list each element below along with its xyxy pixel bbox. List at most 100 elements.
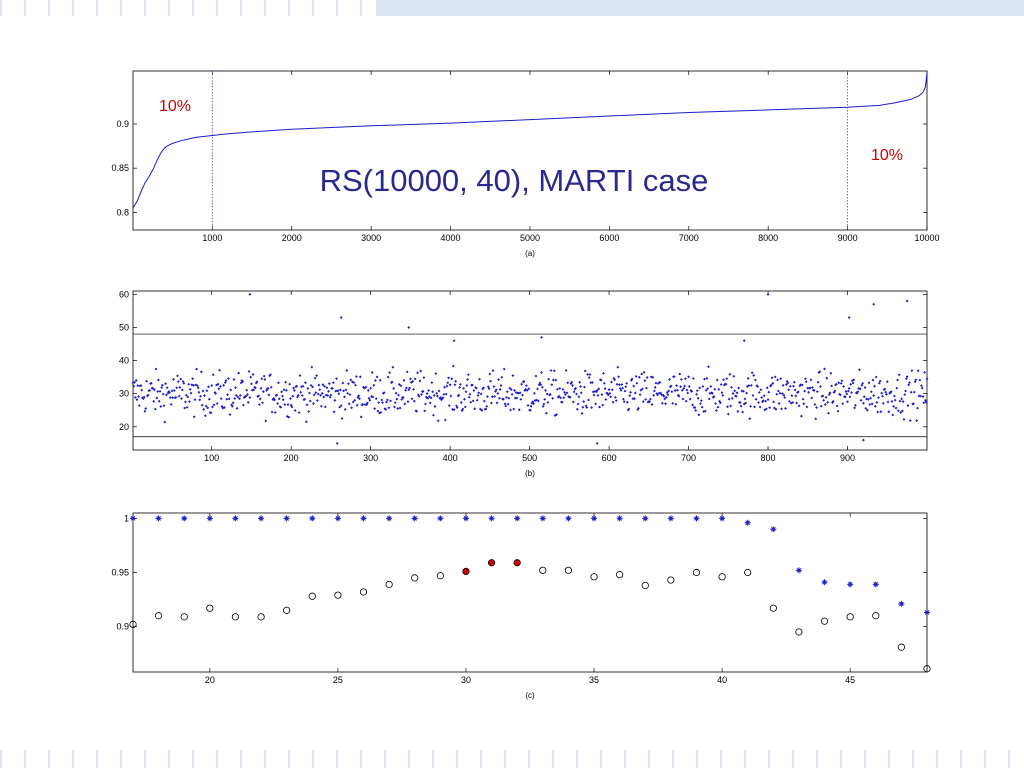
data-point (744, 401, 748, 405)
data-point (211, 405, 214, 409)
data-point (861, 381, 865, 385)
data-point (650, 403, 654, 406)
data-point (395, 397, 399, 401)
data-point (288, 382, 291, 386)
data-point (258, 397, 262, 401)
data-point (657, 391, 661, 395)
data-point (292, 389, 296, 392)
data-point (307, 410, 311, 413)
data-point (335, 377, 338, 381)
data-point (525, 384, 528, 388)
data-point (390, 380, 394, 384)
data-point (252, 388, 256, 392)
data-point (747, 384, 751, 388)
data-point (715, 378, 719, 382)
data-point (714, 402, 717, 405)
data-point (394, 391, 398, 395)
data-point (378, 378, 382, 382)
data-point (343, 407, 347, 411)
data-point (317, 383, 321, 387)
data-point (858, 387, 862, 391)
data-point (624, 385, 628, 389)
data-point (847, 387, 851, 390)
data-point (210, 384, 214, 387)
data-point (731, 392, 735, 395)
data-point (136, 384, 140, 387)
data-point (242, 403, 245, 407)
data-point (196, 386, 200, 390)
data-point (295, 384, 299, 388)
data-point (593, 389, 597, 393)
data-point (490, 395, 494, 399)
data-point (851, 381, 855, 385)
data-point (714, 409, 718, 412)
y-tick-label: 0.85 (111, 163, 129, 173)
data-point (756, 385, 760, 388)
x-tick-label: 200 (284, 453, 299, 463)
data-point (910, 369, 914, 373)
data-point (599, 378, 603, 382)
data-point (736, 410, 740, 413)
data-point (925, 377, 929, 381)
data-point (268, 374, 272, 378)
data-point (835, 404, 839, 408)
data-point (211, 373, 215, 377)
data-point (327, 382, 331, 385)
data-point (393, 405, 396, 409)
data-point (468, 392, 472, 396)
data-point (738, 401, 742, 404)
data-point (197, 390, 201, 394)
data-point (465, 384, 469, 387)
circle-marker (769, 604, 777, 612)
data-point (297, 411, 301, 415)
data-point (853, 406, 857, 410)
data-point (798, 384, 802, 388)
data-point (331, 381, 335, 385)
data-point (354, 383, 357, 387)
data-point (614, 399, 618, 403)
circle-marker (667, 576, 675, 584)
data-point (766, 398, 770, 402)
data-point (811, 386, 814, 389)
data-point (827, 411, 830, 415)
data-point (850, 391, 853, 394)
data-point (616, 365, 620, 369)
data-point (451, 364, 455, 368)
data-point (671, 401, 675, 405)
data-point (350, 406, 353, 410)
data-point (698, 386, 702, 390)
y-tick-label: 1 (124, 513, 129, 523)
circle-marker (641, 581, 649, 590)
data-point (262, 374, 266, 378)
data-point (872, 394, 876, 397)
data-point (339, 404, 343, 408)
data-point (215, 402, 219, 405)
data-point (830, 384, 834, 388)
data-point (227, 397, 231, 401)
data-point (752, 374, 756, 377)
data-point (757, 391, 761, 394)
data-point (807, 390, 810, 394)
data-point (404, 388, 408, 392)
data-point (923, 371, 927, 374)
data-point (717, 387, 721, 391)
x-tick-label: 300 (363, 453, 378, 463)
data-point (595, 441, 599, 445)
data-point (795, 401, 799, 405)
data-point (781, 383, 785, 387)
star-marker (898, 600, 905, 607)
data-point (687, 385, 691, 388)
data-point (176, 380, 180, 383)
data-point (587, 376, 591, 380)
data-point (494, 388, 498, 392)
data-point (296, 393, 300, 397)
data-point (270, 410, 274, 414)
data-point (431, 390, 435, 394)
data-point (224, 379, 228, 382)
data-point (180, 397, 183, 400)
data-point (233, 397, 237, 400)
data-point (298, 374, 302, 378)
data-point (480, 408, 484, 412)
data-point (498, 396, 501, 400)
data-point (725, 377, 729, 381)
